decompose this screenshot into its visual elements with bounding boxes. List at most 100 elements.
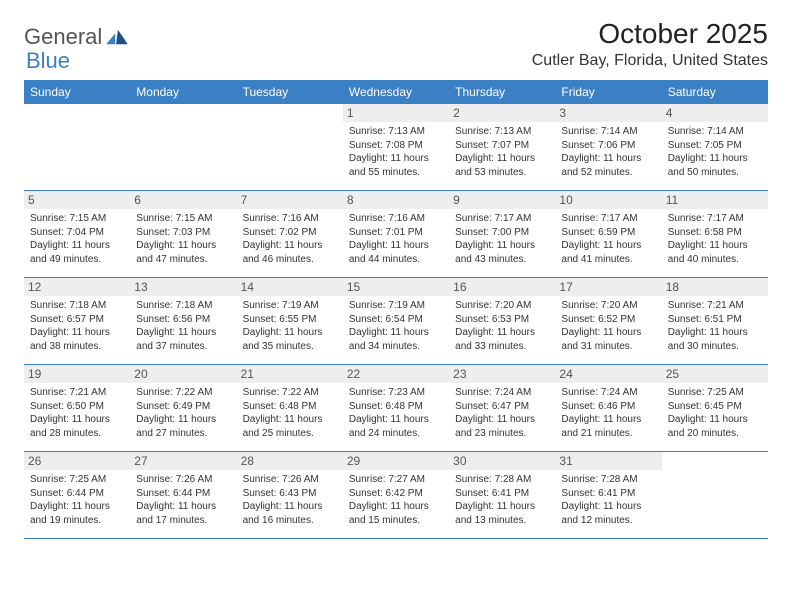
sunrise-label: Sunrise:: [668, 300, 705, 311]
day-cell: 29Sunrise: 7:27 AMSunset: 6:42 PMDayligh…: [343, 452, 449, 538]
sunrise-value: 7:20 AM: [601, 300, 638, 311]
sunrise-value: 7:14 AM: [601, 126, 638, 137]
day-details: Sunrise: 7:19 AMSunset: 6:54 PMDaylight:…: [349, 299, 443, 353]
daylight-label: Daylight:: [136, 414, 175, 425]
dayhead-fri: Friday: [555, 80, 661, 104]
day-cell: 22Sunrise: 7:23 AMSunset: 6:48 PMDayligh…: [343, 365, 449, 451]
sunset-value: 7:03 PM: [173, 227, 210, 238]
dayhead-tue: Tuesday: [237, 80, 343, 104]
sunset-value: 6:45 PM: [704, 401, 741, 412]
sunrise-label: Sunrise:: [243, 474, 280, 485]
sunset-value: 6:49 PM: [173, 401, 210, 412]
sunset-value: 6:41 PM: [492, 488, 529, 499]
day-cell: 6Sunrise: 7:15 AMSunset: 7:03 PMDaylight…: [130, 191, 236, 277]
title-block: October 2025 Cutler Bay, Florida, United…: [532, 18, 768, 70]
month-title: October 2025: [532, 18, 768, 50]
sunset-value: 6:55 PM: [279, 314, 316, 325]
day-number: 21: [237, 365, 343, 383]
day-details: Sunrise: 7:23 AMSunset: 6:48 PMDaylight:…: [349, 386, 443, 440]
week-row: 26Sunrise: 7:25 AMSunset: 6:44 PMDayligh…: [24, 452, 768, 539]
sunset-value: 7:04 PM: [67, 227, 104, 238]
day-details: Sunrise: 7:14 AMSunset: 7:05 PMDaylight:…: [668, 125, 762, 179]
day-details: Sunrise: 7:27 AMSunset: 6:42 PMDaylight:…: [349, 473, 443, 527]
sunset-value: 6:41 PM: [598, 488, 635, 499]
sunrise-value: 7:26 AM: [176, 474, 213, 485]
day-cell: 21Sunrise: 7:22 AMSunset: 6:48 PMDayligh…: [237, 365, 343, 451]
daylight-label: Daylight:: [243, 240, 282, 251]
day-cell: 9Sunrise: 7:17 AMSunset: 7:00 PMDaylight…: [449, 191, 555, 277]
day-cell: 11Sunrise: 7:17 AMSunset: 6:58 PMDayligh…: [662, 191, 768, 277]
day-number: 6: [130, 191, 236, 209]
day-number: 11: [662, 191, 768, 209]
day-number: 17: [555, 278, 661, 296]
day-number: 16: [449, 278, 555, 296]
sunset-label: Sunset:: [561, 227, 595, 238]
dayhead-sun: Sunday: [24, 80, 130, 104]
day-cell: 12Sunrise: 7:18 AMSunset: 6:57 PMDayligh…: [24, 278, 130, 364]
sunrise-label: Sunrise:: [30, 387, 67, 398]
sunset-value: 6:57 PM: [67, 314, 104, 325]
day-cell: 7Sunrise: 7:16 AMSunset: 7:02 PMDaylight…: [237, 191, 343, 277]
day-details: Sunrise: 7:18 AMSunset: 6:57 PMDaylight:…: [30, 299, 124, 353]
sunset-label: Sunset:: [349, 314, 383, 325]
sunset-value: 6:48 PM: [279, 401, 316, 412]
daylight-label: Daylight:: [455, 414, 494, 425]
day-cell: 3Sunrise: 7:14 AMSunset: 7:06 PMDaylight…: [555, 104, 661, 190]
sunrise-value: 7:28 AM: [601, 474, 638, 485]
day-details: Sunrise: 7:26 AMSunset: 6:43 PMDaylight:…: [243, 473, 337, 527]
day-cell: [24, 104, 130, 190]
sunrise-value: 7:18 AM: [176, 300, 213, 311]
sunrise-value: 7:22 AM: [282, 387, 319, 398]
sunset-value: 7:01 PM: [386, 227, 423, 238]
sunset-value: 6:50 PM: [67, 401, 104, 412]
sunrise-value: 7:19 AM: [388, 300, 425, 311]
calendar-grid: Sunday Monday Tuesday Wednesday Thursday…: [24, 80, 768, 539]
sunrise-value: 7:22 AM: [176, 387, 213, 398]
daylight-label: Daylight:: [455, 240, 494, 251]
day-number: 3: [555, 104, 661, 122]
sunset-label: Sunset:: [243, 401, 277, 412]
day-number: 18: [662, 278, 768, 296]
daylight-label: Daylight:: [30, 327, 69, 338]
day-number: 4: [662, 104, 768, 122]
day-cell: 4 Sunrise: 7:14 AMSunset: 7:05 PMDaylight…: [662, 104, 768, 190]
daylight-label: Daylight:: [30, 501, 69, 512]
sunrise-label: Sunrise:: [561, 213, 598, 224]
sunrise-label: Sunrise:: [30, 300, 67, 311]
sunrise-label: Sunrise:: [349, 387, 386, 398]
daylight-label: Daylight:: [136, 327, 175, 338]
day-cell: 17 Sunrise: 7:20 AMSunset: 6:52 PMDayligh…: [555, 278, 661, 364]
day-number: 28: [237, 452, 343, 470]
sunrise-label: Sunrise:: [243, 300, 280, 311]
sunset-label: Sunset:: [668, 227, 702, 238]
day-details: Sunrise: 7:13 AMSunset: 7:08 PMDaylight:…: [349, 125, 443, 179]
daylight-label: Daylight:: [561, 327, 600, 338]
day-number: 26: [24, 452, 130, 470]
sunset-value: 7:05 PM: [704, 140, 741, 151]
day-cell: 27Sunrise: 7:26 AMSunset: 6:44 PMDayligh…: [130, 452, 236, 538]
sunrise-value: 7:13 AM: [388, 126, 425, 137]
daylight-label: Daylight:: [455, 501, 494, 512]
sunrise-value: 7:15 AM: [69, 213, 106, 224]
day-cell: [662, 452, 768, 538]
sunset-value: 6:51 PM: [704, 314, 741, 325]
sunset-value: 6:48 PM: [386, 401, 423, 412]
day-number: 7: [237, 191, 343, 209]
sunrise-label: Sunrise:: [136, 474, 173, 485]
sunset-value: 6:47 PM: [492, 401, 529, 412]
day-details: Sunrise: 7:17 AMSunset: 6:59 PMDaylight:…: [561, 212, 655, 266]
day-details: Sunrise: 7:22 AMSunset: 6:48 PMDaylight:…: [243, 386, 337, 440]
sunrise-value: 7:13 AM: [495, 126, 532, 137]
day-number: 10: [555, 191, 661, 209]
daylight-label: Daylight:: [455, 327, 494, 338]
day-details: Sunrise: 7:20 AMSunset: 6:52 PMDaylight:…: [561, 299, 655, 353]
sunrise-label: Sunrise:: [561, 387, 598, 398]
sunset-label: Sunset:: [455, 140, 489, 151]
day-number: 2: [449, 104, 555, 122]
day-details: Sunrise: 7:17 AMSunset: 7:00 PMDaylight:…: [455, 212, 549, 266]
sunset-label: Sunset:: [30, 227, 64, 238]
sunset-value: 6:44 PM: [67, 488, 104, 499]
sunset-value: 6:54 PM: [386, 314, 423, 325]
day-details: Sunrise: 7:15 AMSunset: 7:04 PMDaylight:…: [30, 212, 124, 266]
sunset-label: Sunset:: [349, 401, 383, 412]
